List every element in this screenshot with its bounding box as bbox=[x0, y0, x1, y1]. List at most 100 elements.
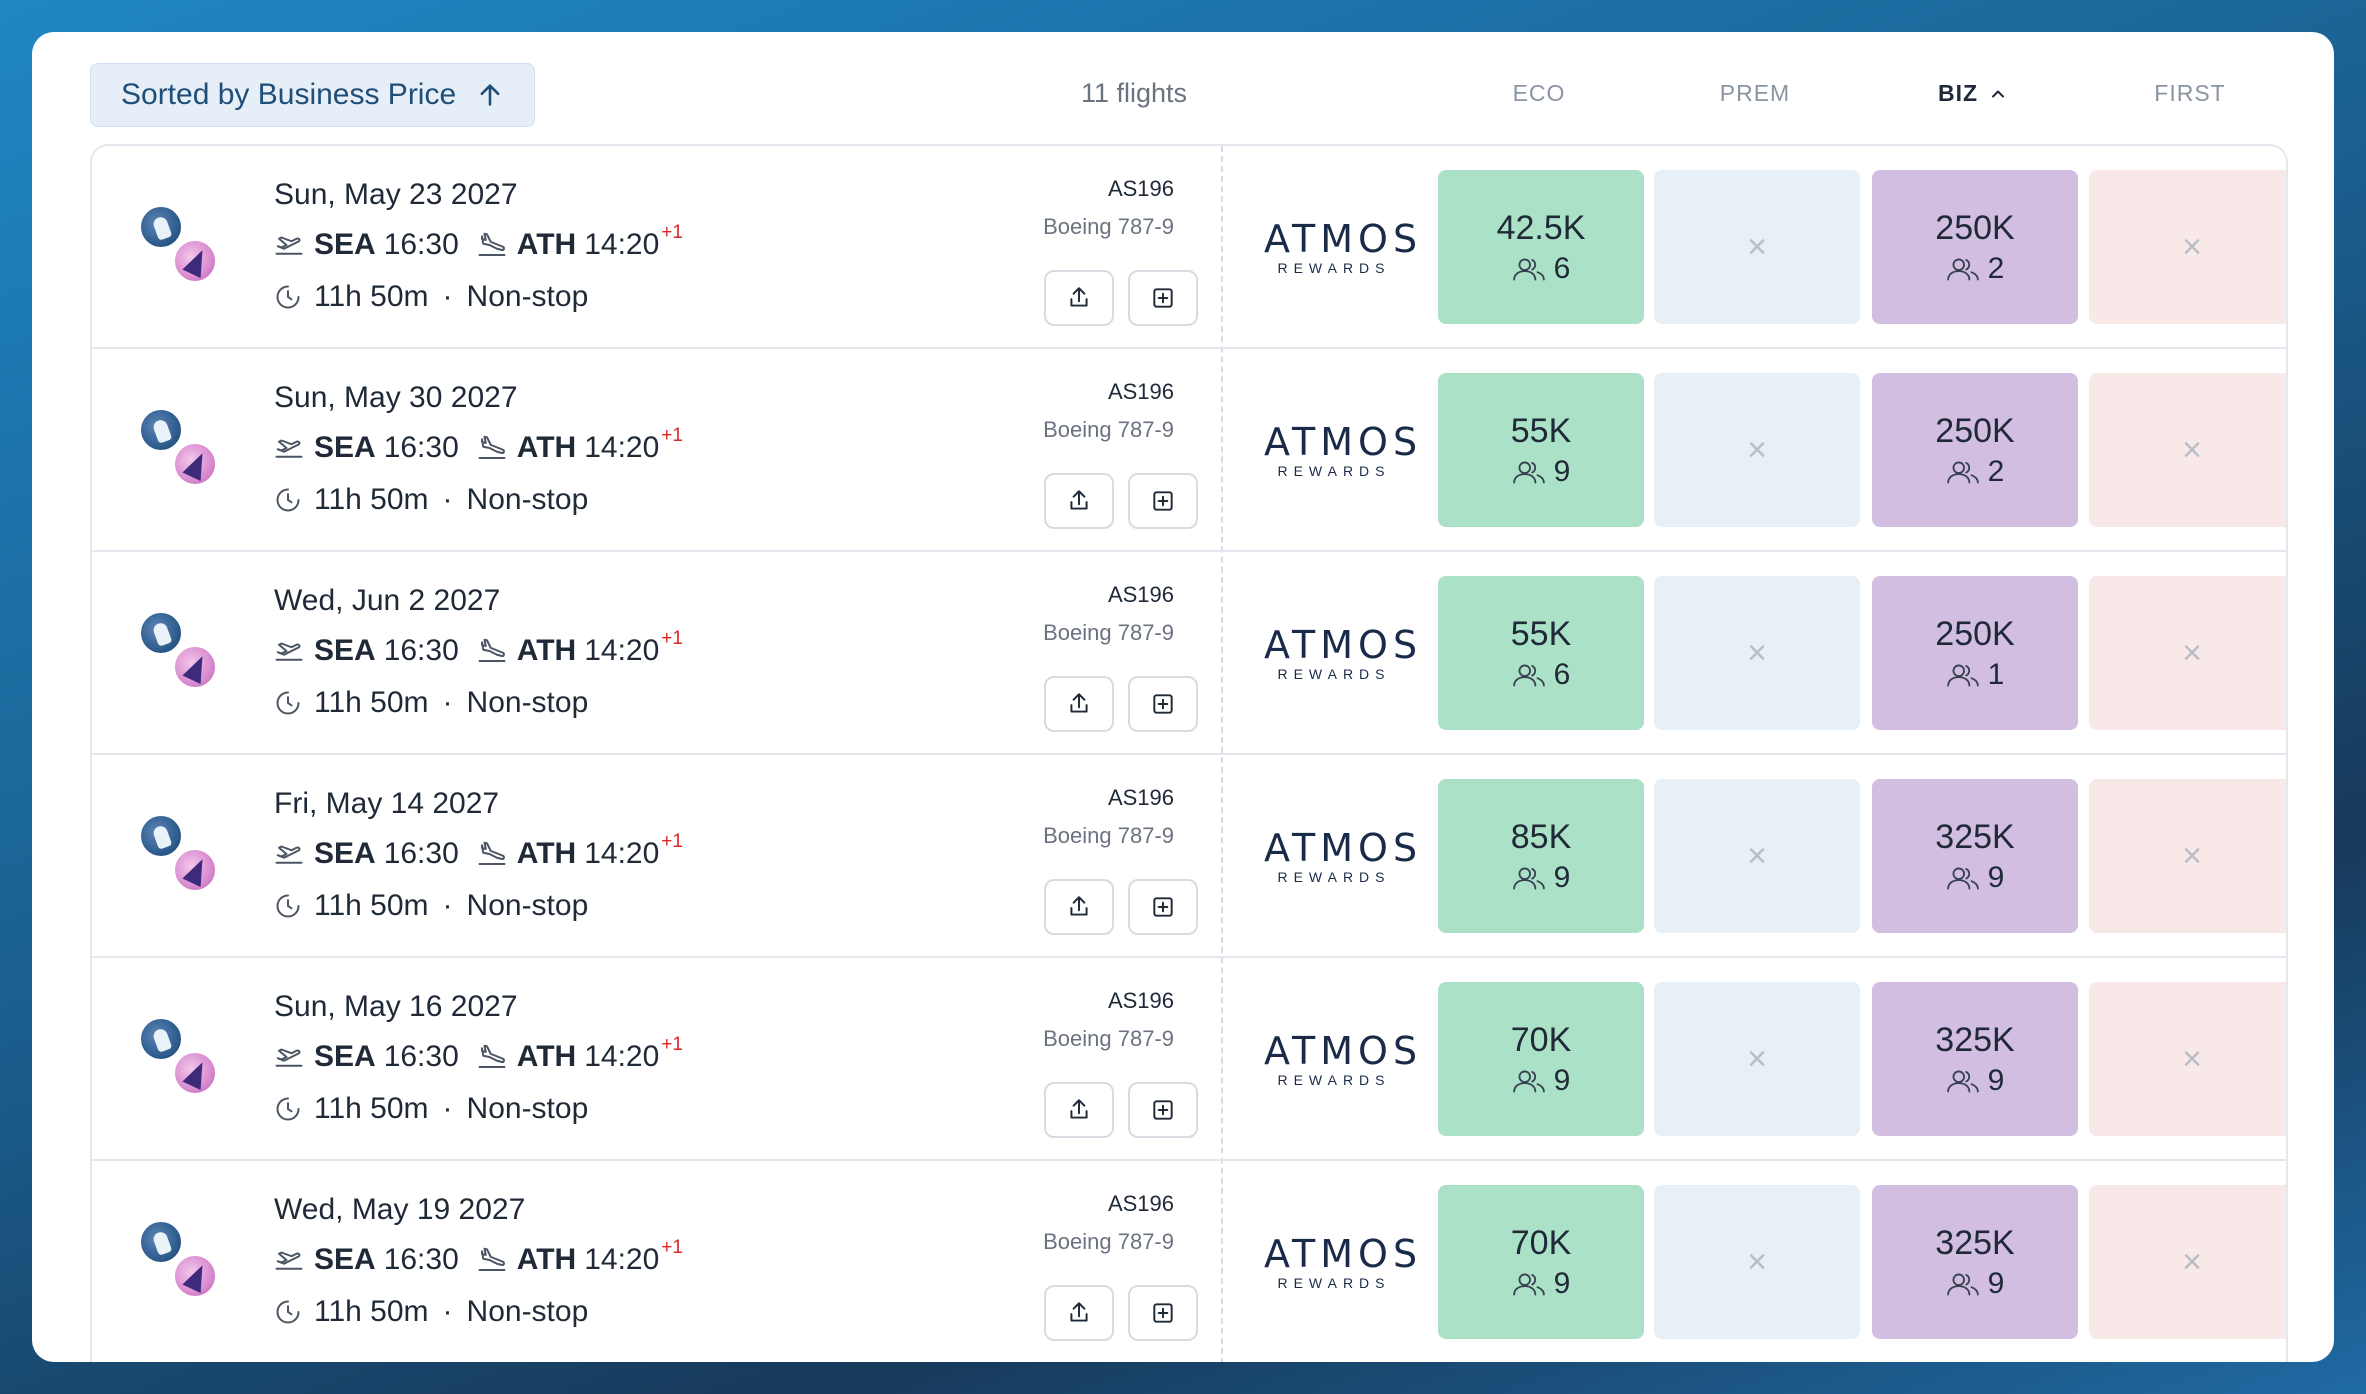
economy-fare-cell[interactable]: 70K 9 bbox=[1438, 982, 1644, 1136]
business-seats: 9 bbox=[1946, 861, 2004, 895]
partner-airline-logo bbox=[172, 1050, 218, 1096]
column-header-eco[interactable]: ECO bbox=[1512, 80, 1566, 106]
column-header-biz-label: BIZ bbox=[1937, 80, 1979, 106]
arrow-up-icon bbox=[480, 84, 500, 106]
partner-airline-logo bbox=[172, 1253, 218, 1299]
flight-row[interactable]: Sun, May 16 2027 SEA 16:30 ATH 14:20 +1 … bbox=[92, 958, 2286, 1161]
economy-seats: 6 bbox=[1512, 252, 1570, 286]
departure-time: 16:30 bbox=[383, 1040, 459, 1073]
operating-airline-logo bbox=[138, 1016, 184, 1062]
economy-seats: 9 bbox=[1512, 1267, 1570, 1301]
economy-fare-cell[interactable]: 55K 6 bbox=[1438, 576, 1644, 730]
economy-fare-cell[interactable]: 70K 9 bbox=[1438, 1185, 1644, 1339]
share-button[interactable] bbox=[1044, 676, 1114, 732]
economy-fare-cell[interactable]: 55K 9 bbox=[1438, 373, 1644, 527]
share-button[interactable] bbox=[1044, 1082, 1114, 1138]
column-header-biz[interactable]: BIZ bbox=[1870, 80, 2076, 107]
operating-airline-logo bbox=[138, 610, 184, 656]
business-seats: 2 bbox=[1946, 455, 2004, 489]
flight-duration: 11h 50m · Non-stop bbox=[274, 889, 588, 923]
economy-price: 42.5K bbox=[1496, 208, 1586, 247]
atmos-rewards-logo: ATMOS REWARDS bbox=[1264, 626, 1417, 682]
add-button[interactable] bbox=[1128, 473, 1198, 529]
add-button[interactable] bbox=[1128, 1082, 1198, 1138]
business-fare-cell[interactable]: 250K 2 bbox=[1872, 373, 2078, 527]
duration-text: 11h 50m bbox=[314, 889, 429, 922]
economy-seat-count: 9 bbox=[1553, 454, 1571, 488]
users-icon bbox=[1512, 867, 1545, 890]
destination-code: ATH bbox=[516, 431, 577, 464]
flight-number: AS196 bbox=[1107, 176, 1174, 201]
arrival-time: 14:20 bbox=[584, 837, 660, 870]
flight-row[interactable]: Sun, May 23 2027 SEA 16:30 ATH 14:20 +1 … bbox=[92, 146, 2286, 349]
economy-seats: 9 bbox=[1512, 861, 1570, 895]
flight-number: AS196 bbox=[1107, 379, 1174, 404]
economy-fare-cell[interactable]: 85K 9 bbox=[1438, 779, 1644, 933]
flight-row[interactable]: Fri, May 14 2027 SEA 16:30 ATH 14:20 +1 … bbox=[92, 755, 2286, 958]
add-button[interactable] bbox=[1128, 270, 1198, 326]
duration-text: 11h 50m bbox=[314, 686, 429, 719]
add-square-icon bbox=[1153, 1303, 1173, 1323]
users-icon bbox=[1946, 1070, 1979, 1093]
stops-text: Non-stop bbox=[466, 889, 589, 922]
share-icon bbox=[1070, 490, 1088, 510]
business-price: 250K bbox=[1935, 614, 2015, 653]
economy-fare-cell[interactable]: 42.5K 6 bbox=[1438, 170, 1644, 324]
premium-fare-cell: × bbox=[1654, 1185, 1860, 1339]
departure-time: 16:30 bbox=[383, 634, 459, 667]
stops-text: Non-stop bbox=[466, 483, 589, 516]
logo-wordmark: ATMOS bbox=[1264, 1029, 1423, 1073]
add-square-icon bbox=[1153, 694, 1173, 714]
column-header-first[interactable]: FIRST bbox=[2154, 80, 2226, 106]
flight-row[interactable]: Wed, Jun 2 2027 SEA 16:30 ATH 14:20 +1 1… bbox=[92, 552, 2286, 755]
share-button[interactable] bbox=[1044, 473, 1114, 529]
clock-icon bbox=[276, 894, 300, 918]
share-button[interactable] bbox=[1044, 879, 1114, 935]
column-header-prem[interactable]: PREM bbox=[1719, 80, 1791, 106]
business-fare-cell[interactable]: 250K 1 bbox=[1872, 576, 2078, 730]
premium-fare-cell: × bbox=[1654, 576, 1860, 730]
share-icon bbox=[1070, 693, 1088, 713]
add-button[interactable] bbox=[1128, 1285, 1198, 1341]
day-offset: +1 bbox=[661, 222, 683, 243]
share-button[interactable] bbox=[1044, 1285, 1114, 1341]
duration-text: 11h 50m bbox=[314, 1092, 429, 1125]
users-icon bbox=[1946, 258, 1979, 281]
business-seat-count: 2 bbox=[1987, 251, 2005, 285]
flight-route: SEA 16:30 ATH 14:20 +1 bbox=[274, 628, 683, 668]
flight-number: AS196 bbox=[1107, 988, 1174, 1013]
airline-avatars bbox=[138, 813, 222, 899]
x-icon: × bbox=[1747, 1242, 1767, 1281]
sort-button[interactable]: Sorted by Business Price bbox=[90, 63, 536, 127]
destination-code: ATH bbox=[516, 1040, 577, 1073]
destination-code: ATH bbox=[516, 837, 577, 870]
flight-row[interactable]: Wed, May 19 2027 SEA 16:30 ATH 14:20 +1 … bbox=[92, 1161, 2286, 1362]
flight-row[interactable]: Sun, May 30 2027 SEA 16:30 ATH 14:20 +1 … bbox=[92, 349, 2286, 552]
day-offset: +1 bbox=[661, 831, 683, 852]
add-button[interactable] bbox=[1128, 879, 1198, 935]
x-icon: × bbox=[2182, 430, 2202, 469]
flight-date: Wed, May 19 2027 bbox=[274, 1193, 526, 1226]
operating-airline-logo bbox=[138, 407, 184, 453]
takeoff-icon bbox=[275, 1048, 303, 1067]
users-icon bbox=[1512, 258, 1545, 281]
logo-wordmark: ATMOS bbox=[1264, 826, 1423, 870]
airline-avatars bbox=[138, 204, 222, 290]
duration-text: 11h 50m bbox=[314, 280, 429, 313]
business-fare-cell[interactable]: 325K 9 bbox=[1872, 779, 2078, 933]
users-icon bbox=[1512, 664, 1545, 687]
business-fare-cell[interactable]: 325K 9 bbox=[1872, 1185, 2078, 1339]
flight-date: Sun, May 23 2027 bbox=[274, 178, 518, 211]
add-button[interactable] bbox=[1128, 676, 1198, 732]
share-button[interactable] bbox=[1044, 270, 1114, 326]
takeoff-icon bbox=[275, 642, 303, 661]
flight-duration: 11h 50m · Non-stop bbox=[274, 686, 588, 720]
duration-text: 11h 50m bbox=[314, 1295, 429, 1328]
business-fare-cell[interactable]: 250K 2 bbox=[1872, 170, 2078, 324]
takeoff-icon bbox=[275, 1251, 303, 1270]
logo-subtitle: REWARDS bbox=[1277, 869, 1391, 885]
economy-price: 70K bbox=[1510, 1020, 1572, 1059]
partner-airline-logo bbox=[172, 441, 218, 487]
business-fare-cell[interactable]: 325K 9 bbox=[1872, 982, 2078, 1136]
business-price: 325K bbox=[1935, 1223, 2015, 1262]
